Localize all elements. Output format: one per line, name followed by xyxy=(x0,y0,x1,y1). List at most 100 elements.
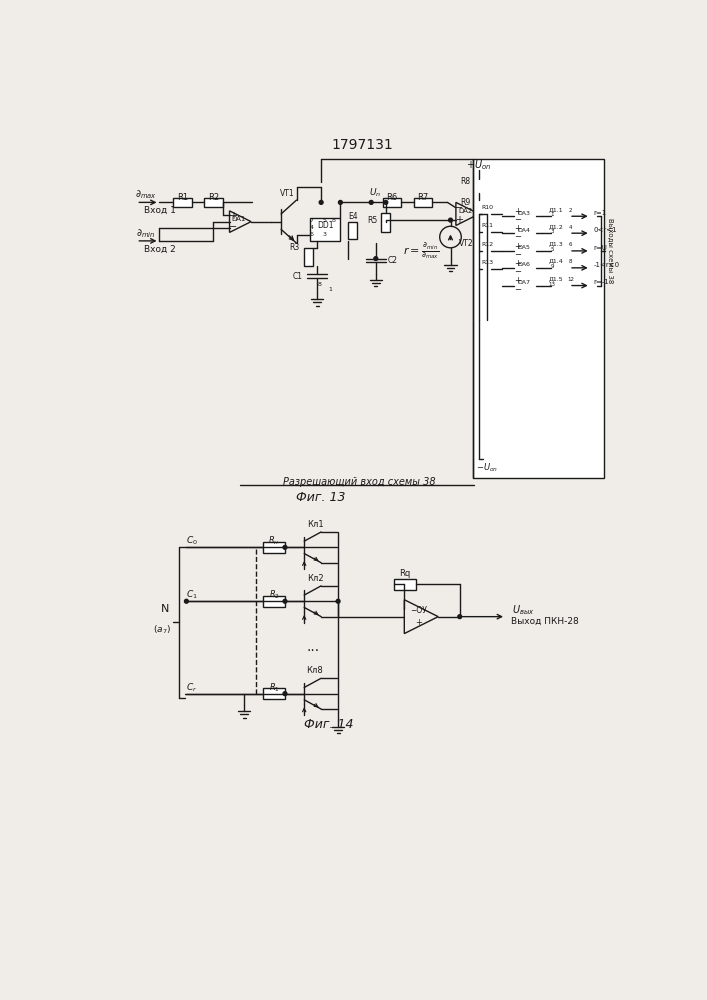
Text: r=-1: r=-1 xyxy=(594,279,609,285)
Text: Кл1: Кл1 xyxy=(307,520,323,529)
Bar xyxy=(173,198,192,207)
Text: Кл8: Кл8 xyxy=(307,666,323,675)
Text: +: + xyxy=(415,618,421,627)
Bar xyxy=(382,198,402,207)
Bar xyxy=(395,579,416,590)
Text: 7: 7 xyxy=(310,218,314,223)
Bar xyxy=(551,209,569,223)
Bar xyxy=(482,263,491,274)
Bar xyxy=(304,248,313,266)
Text: −: − xyxy=(455,203,463,213)
Circle shape xyxy=(283,692,287,696)
Bar xyxy=(551,226,569,240)
Bar xyxy=(551,279,569,292)
Text: +: + xyxy=(514,207,521,216)
Text: 1: 1 xyxy=(329,287,332,292)
Text: ...: ... xyxy=(307,640,320,654)
Circle shape xyxy=(477,198,481,202)
Text: 3: 3 xyxy=(323,232,327,237)
Text: 3: 3 xyxy=(550,229,554,234)
Text: Выход ПКН-28: Выход ПКН-28 xyxy=(510,617,578,626)
Circle shape xyxy=(448,218,452,222)
Circle shape xyxy=(458,615,462,619)
Circle shape xyxy=(320,200,323,204)
Text: +: + xyxy=(455,215,463,225)
Text: R11: R11 xyxy=(481,223,493,228)
Text: R1: R1 xyxy=(177,192,188,202)
Text: +: + xyxy=(514,259,521,268)
Circle shape xyxy=(477,212,481,216)
Text: +: + xyxy=(228,211,237,221)
Text: C2: C2 xyxy=(387,256,398,265)
Text: R2: R2 xyxy=(208,192,219,202)
Text: $U_n$: $U_n$ xyxy=(369,187,381,199)
Text: $-U_{on}$: $-U_{on}$ xyxy=(477,462,498,474)
Circle shape xyxy=(336,599,340,603)
Bar xyxy=(264,596,285,607)
Text: Разрешающий вход схемы 38: Разрешающий вход схемы 38 xyxy=(284,477,436,487)
Circle shape xyxy=(477,230,481,234)
Circle shape xyxy=(283,599,287,603)
Text: 13: 13 xyxy=(549,282,556,287)
Text: R10: R10 xyxy=(481,205,493,210)
Text: −: − xyxy=(228,222,237,232)
Bar xyxy=(204,198,223,207)
Text: −: − xyxy=(514,285,521,294)
Text: DA7: DA7 xyxy=(517,280,530,285)
Text: Вход 2: Вход 2 xyxy=(144,245,176,254)
Text: +: + xyxy=(514,242,521,251)
Bar xyxy=(264,688,285,699)
Bar xyxy=(348,222,357,239)
Text: +: + xyxy=(514,276,521,285)
Text: 1797131: 1797131 xyxy=(331,138,393,152)
Circle shape xyxy=(485,212,489,216)
Circle shape xyxy=(477,249,481,253)
Bar xyxy=(482,226,491,237)
Circle shape xyxy=(477,267,481,271)
Text: DA3: DA3 xyxy=(517,211,530,216)
Text: DA4: DA4 xyxy=(517,228,530,233)
Bar xyxy=(482,209,491,219)
Text: Д1.5: Д1.5 xyxy=(549,276,563,281)
Text: DA2: DA2 xyxy=(459,208,473,214)
Text: 6: 6 xyxy=(569,242,573,247)
Bar xyxy=(264,542,285,553)
Text: $R_2$: $R_2$ xyxy=(269,589,280,601)
Text: 8: 8 xyxy=(317,282,322,287)
Text: 8: 8 xyxy=(569,259,573,264)
Circle shape xyxy=(384,200,387,204)
Text: $(a_7)$: $(a_7)$ xyxy=(153,624,171,636)
Text: Вход 1: Вход 1 xyxy=(144,206,176,215)
Text: 1: 1 xyxy=(550,212,554,217)
Text: $C_0$: $C_0$ xyxy=(187,535,198,547)
Bar xyxy=(381,213,390,232)
Text: Д1.1: Д1.1 xyxy=(549,207,563,212)
Text: R9: R9 xyxy=(460,198,471,207)
Text: $R_н$: $R_н$ xyxy=(269,535,280,547)
Text: DA6: DA6 xyxy=(518,262,530,267)
Text: Фиг. 13: Фиг. 13 xyxy=(296,491,346,504)
Bar xyxy=(473,158,604,478)
Bar xyxy=(310,218,340,241)
Text: Д1.2: Д1.2 xyxy=(549,224,563,229)
Text: Rq: Rq xyxy=(399,569,411,578)
Circle shape xyxy=(185,599,188,603)
Text: Кл2: Кл2 xyxy=(307,574,323,583)
Text: N: N xyxy=(160,604,169,614)
Circle shape xyxy=(283,545,287,549)
Text: 5: 5 xyxy=(323,218,327,223)
Text: DA1: DA1 xyxy=(232,216,246,222)
Text: $C_1$: $C_1$ xyxy=(187,589,198,601)
Text: DA5: DA5 xyxy=(518,245,530,250)
Text: R5: R5 xyxy=(367,216,378,225)
Text: Выходы схемы 38: Выходы схемы 38 xyxy=(607,218,614,284)
Text: R13: R13 xyxy=(481,260,493,265)
Text: $+U_{on}$: $+U_{on}$ xyxy=(467,158,491,172)
Circle shape xyxy=(485,212,489,216)
Text: $\partial_{max}$: $\partial_{max}$ xyxy=(134,188,156,201)
Text: 9: 9 xyxy=(550,264,554,269)
Text: R7: R7 xyxy=(417,192,428,202)
Text: DD1: DD1 xyxy=(317,221,334,230)
Bar xyxy=(551,244,569,258)
Text: VT1: VT1 xyxy=(280,189,295,198)
